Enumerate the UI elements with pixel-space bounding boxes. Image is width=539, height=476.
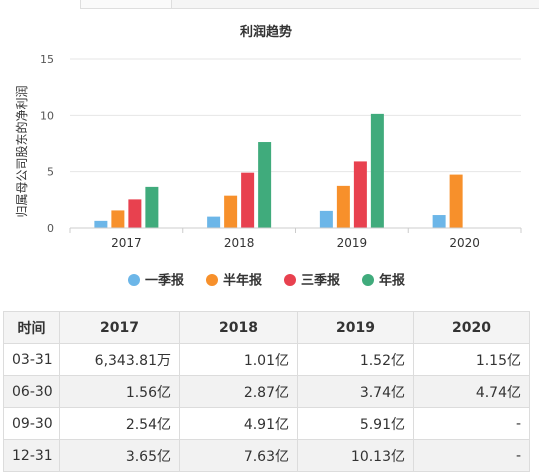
bar-2017-1	[94, 220, 108, 228]
table-cell: 3.74亿	[297, 375, 414, 408]
legend-label: 半年报	[223, 273, 263, 289]
bar-2018-4	[258, 142, 272, 228]
bar-2017-3	[128, 199, 142, 228]
table-cell: -	[413, 439, 530, 472]
bar-2019-2	[336, 185, 350, 228]
table-cell: 1.56亿	[59, 375, 180, 408]
top-tab-strip	[0, 0, 539, 9]
table-cell: 4.74亿	[413, 375, 530, 408]
legend-label: 一季报	[145, 273, 185, 289]
y-tick-label: 5	[47, 166, 54, 179]
table-row: 12-31 3.65亿 7.63亿 10.13亿 -	[3, 439, 530, 472]
legend: 一季报 半年报 三季报 年报	[128, 273, 406, 289]
table-cell: 6,343.81万	[59, 343, 180, 376]
table-cell: 2.54亿	[59, 407, 180, 440]
table-cell: 5.91亿	[297, 407, 414, 440]
legend-label: 年报	[379, 273, 406, 289]
y-tick-label: 0	[47, 222, 54, 235]
table-row: 03-31 6,343.81万 1.01亿 1.52亿 1.15亿	[3, 343, 530, 376]
table-row: 06-30 1.56亿 2.87亿 3.74亿 4.74亿	[3, 375, 530, 408]
legend-swatch	[128, 274, 140, 286]
x-tick-label: 2020	[449, 236, 480, 250]
bar-2019-3	[353, 161, 367, 228]
bar-2018-2	[224, 195, 238, 228]
bar-2019-1	[319, 210, 333, 228]
bar-2017-2	[111, 210, 125, 228]
row-date: 06-30	[3, 375, 60, 408]
bar-2018-1	[207, 216, 221, 228]
row-date: 03-31	[3, 343, 60, 376]
row-date: 12-31	[3, 439, 60, 472]
table-cell: 3.65亿	[59, 439, 180, 472]
x-tick-label: 2019	[337, 236, 368, 250]
header-year: 2017	[59, 311, 180, 344]
y-tick-label: 15	[40, 53, 54, 66]
chart-title: 利润趋势	[240, 24, 292, 40]
table-cell: 1.15亿	[413, 343, 530, 376]
y-tick-labels: 0 5 10 15	[40, 53, 54, 235]
table-cell: 4.91亿	[179, 407, 298, 440]
tab-item[interactable]	[80, 0, 172, 8]
bar-2020-1	[432, 215, 446, 228]
profit-trend-chart: 利润趋势 归属母公司股东的净利润 0 5 10 15 2017 2018 2019 2020…	[14, 24, 522, 289]
tab-strip-bar	[80, 0, 539, 9]
header-year: 2019	[297, 311, 414, 344]
header-year: 2018	[179, 311, 298, 344]
legend-swatch	[206, 274, 218, 286]
grid-lines	[70, 58, 521, 173]
y-axis-label: 归属母公司股东的净利润	[14, 85, 29, 217]
legend-label: 三季报	[301, 273, 341, 289]
bars	[94, 113, 463, 228]
table-cell: 1.52亿	[297, 343, 414, 376]
bar-2019-4	[370, 113, 384, 228]
legend-swatch	[284, 274, 296, 286]
header-time: 时间	[3, 311, 60, 344]
x-tick-label: 2017	[111, 236, 142, 250]
table-row: 09-30 2.54亿 4.91亿 5.91亿 -	[3, 407, 530, 440]
profit-data-table: 时间 2017 2018 2019 2020 03-31 6,343.81万 1.01亿 1.…	[3, 311, 530, 472]
y-tick-label: 10	[40, 109, 54, 122]
bar-2017-4	[145, 186, 159, 228]
row-date: 09-30	[3, 407, 60, 440]
table-cell: 2.87亿	[179, 375, 298, 408]
bar-2020-2	[449, 174, 463, 228]
table-cell: 1.01亿	[179, 343, 298, 376]
header-year: 2020	[413, 311, 530, 344]
legend-swatch	[362, 274, 374, 286]
bar-2018-3	[241, 172, 255, 228]
x-tick-labels: 2017 2018 2019 2020	[69, 228, 522, 250]
table-cell: 10.13亿	[297, 439, 414, 472]
table-cell: 7.63亿	[179, 439, 298, 472]
table-cell: -	[413, 407, 530, 440]
x-tick-label: 2018	[224, 236, 255, 250]
